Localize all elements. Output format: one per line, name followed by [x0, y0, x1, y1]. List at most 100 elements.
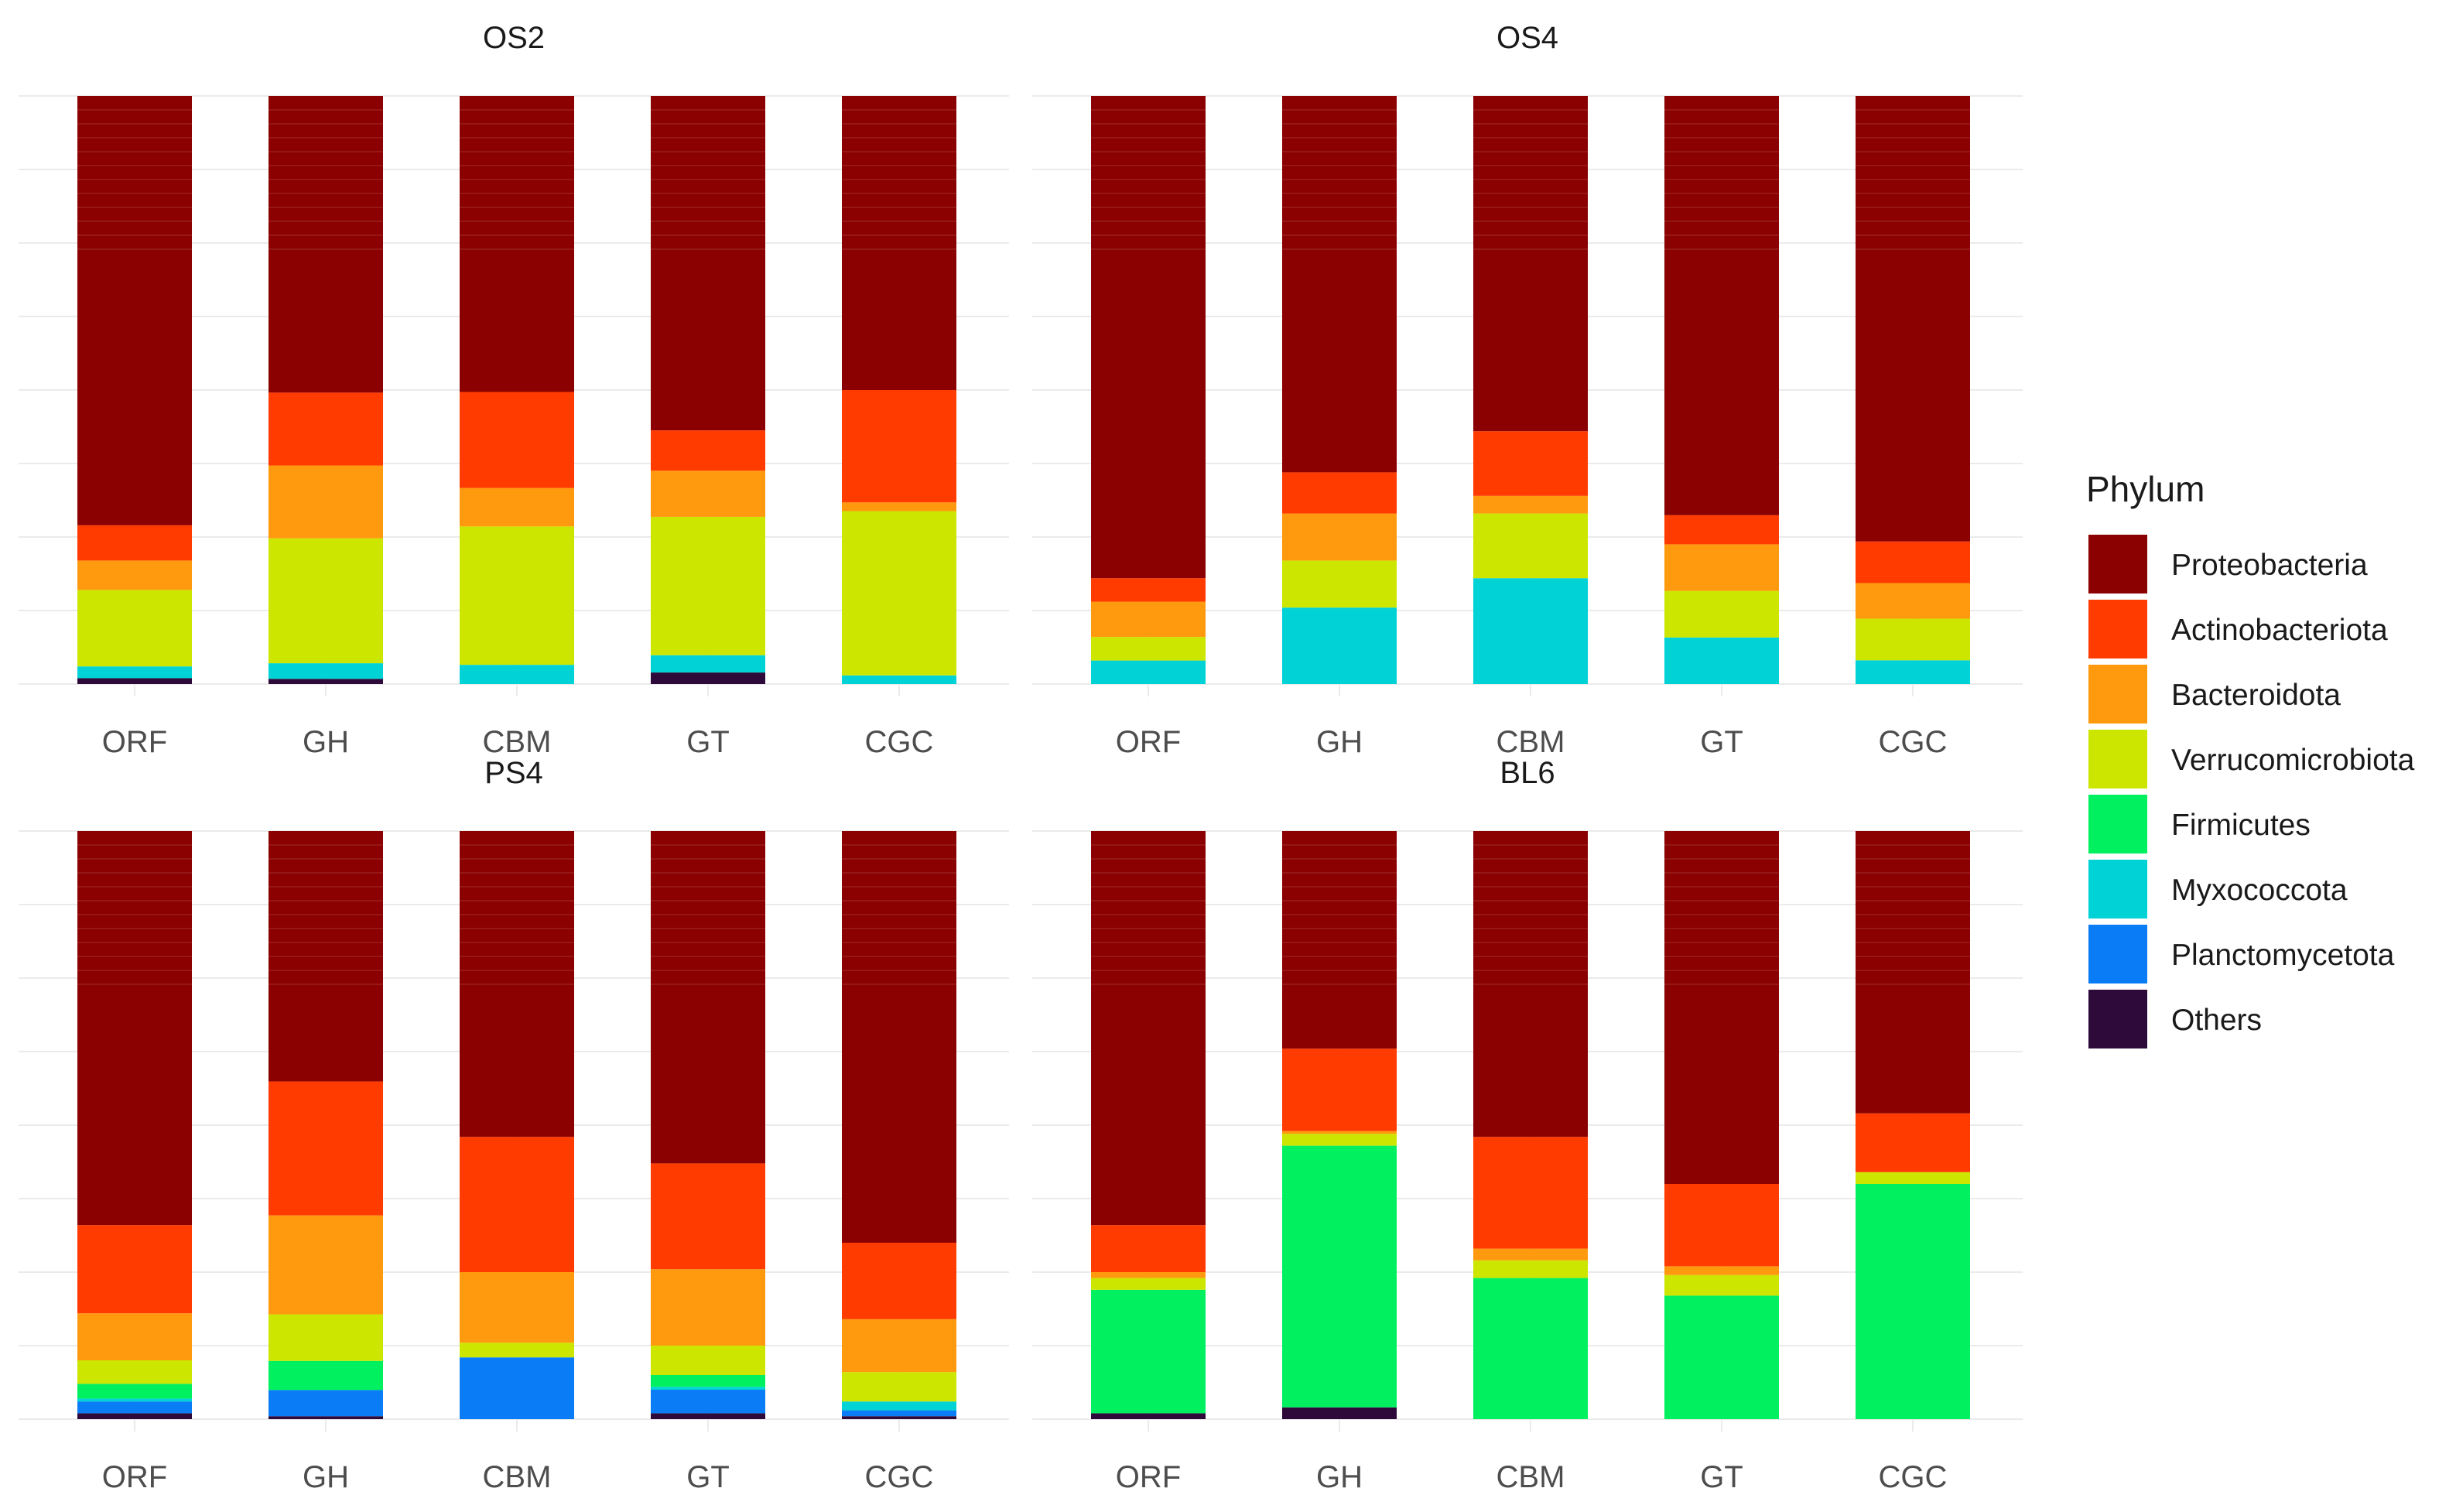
segment-separators [651, 109, 765, 250]
bar-segment-others [1091, 1413, 1206, 1419]
bar-segment-bacteroidota [1091, 601, 1206, 638]
bar-segment-verrucomicrobiota [1473, 1260, 1588, 1278]
bar-ps4-gt [651, 831, 765, 1419]
bar-segment-actinobacteriota [1091, 578, 1206, 602]
panel-ps4: PS4 ORF GH CBM GT CGC [19, 756, 1009, 1494]
legend-label: Actinobacteriota [2171, 614, 2388, 647]
bar-segment-others [1282, 1407, 1397, 1419]
bar-segment-planctomycetota [460, 1357, 574, 1419]
bar-segment-bacteroidota [77, 1313, 192, 1360]
x-tick-label: ORF [102, 725, 167, 759]
bar-ps4-cgc [842, 831, 956, 1419]
bar-segment-actinobacteriota [1664, 515, 1779, 545]
bar-segment-verrucomicrobiota [269, 538, 383, 664]
legend-key [2087, 663, 2149, 725]
bar-segment-bacteroidota [842, 502, 956, 511]
x-tick-label: GT [686, 725, 730, 759]
x-tick-label: CBM [1497, 725, 1565, 759]
bar-segment-others [77, 678, 192, 684]
segment-separators [1664, 844, 1779, 985]
segment-separators [1091, 109, 1206, 250]
bar-segment-proteobacteria [1856, 96, 1970, 542]
bar-segment-bacteroidota [460, 1272, 574, 1343]
bar-segment-bacteroidota [651, 1269, 765, 1346]
bar-segment-verrucomicrobiota [460, 1343, 574, 1358]
bar-segment-bacteroidota [1282, 1131, 1397, 1134]
bar-segment-proteobacteria [460, 831, 574, 1137]
bar-segment-myxococcota [1473, 578, 1588, 684]
x-tick-label: GH [303, 725, 349, 759]
x-tick-label: CGC [865, 725, 934, 759]
bar-segment-proteobacteria [1473, 831, 1588, 1137]
bar-segment-planctomycetota [269, 1390, 383, 1417]
bar-segment-others [651, 1413, 765, 1419]
bar-segment-proteobacteria [269, 831, 383, 1082]
bar-segment-proteobacteria [77, 831, 192, 1226]
bar-segment-bacteroidota [1856, 583, 1970, 619]
panel-title: BL6 [1500, 756, 1555, 790]
bar-segment-myxococcota [651, 1387, 765, 1390]
legend-label: Firmicutes [2171, 809, 2311, 842]
bar-ps4-cbm [460, 831, 574, 1419]
bar-segment-verrucomicrobiota [1664, 590, 1779, 638]
bar-os4-orf [1091, 96, 1206, 684]
legend-key [2087, 728, 2149, 790]
bar-bl6-gh [1282, 831, 1397, 1419]
legend-key [2087, 923, 2149, 985]
segment-separators [1282, 109, 1397, 250]
bar-segment-firmicutes [1282, 1145, 1397, 1408]
segment-separators [1282, 844, 1397, 985]
bar-segment-actinobacteriota [651, 1163, 765, 1270]
bar-segment-verrucomicrobiota [651, 1346, 765, 1375]
bar-segment-actinobacteriota [842, 1243, 956, 1319]
bar-segment-actinobacteriota [1856, 1113, 1970, 1172]
segment-separators [1473, 844, 1588, 985]
bar-segment-proteobacteria [651, 96, 765, 431]
bar-segment-verrucomicrobiota [842, 511, 956, 676]
legend-key [2087, 988, 2149, 1050]
bar-segment-firmicutes [651, 1375, 765, 1387]
bar-segment-myxococcota [269, 663, 383, 679]
bar-segment-proteobacteria [1664, 831, 1779, 1184]
segment-separators [77, 109, 192, 250]
legend-items: Proteobacteria Actinobacteriota Bacteroido… [2087, 533, 2415, 1050]
bar-segment-bacteroidota [1091, 1272, 1206, 1278]
segment-separators [1091, 844, 1206, 985]
legend-item-actinobacteriota: Actinobacteriota [2087, 598, 2388, 660]
bar-segment-actinobacteriota [1473, 431, 1588, 496]
bar-segment-actinobacteriota [1856, 541, 1970, 583]
panel-os4: OS4 ORF GH CBM GT CGC [1032, 21, 2023, 759]
panel-bl6: BL6 ORF GH CBM GT CGC [1032, 756, 2023, 1494]
bar-ps4-orf [77, 831, 192, 1419]
bar-segment-firmicutes [1856, 1184, 1970, 1419]
bar-segment-bacteroidota [1664, 1266, 1779, 1275]
bar-segment-verrucomicrobiota [269, 1314, 383, 1361]
segment-separators [842, 844, 956, 985]
bar-segment-planctomycetota [77, 1401, 192, 1414]
legend-item-myxococcota: Myxococcota [2087, 858, 2348, 920]
x-tick-label: CBM [483, 1460, 552, 1494]
bar-segment-actinobacteriota [1473, 1137, 1588, 1249]
panel-os2: OS2 ORF GH CBM GT CGC [19, 21, 1009, 759]
legend-label: Proteobacteria [2171, 549, 2368, 582]
bar-segment-proteobacteria [1856, 831, 1970, 1113]
bar-segment-firmicutes [1664, 1295, 1779, 1419]
bar-os4-cbm [1473, 96, 1588, 684]
bar-segment-bacteroidota [269, 465, 383, 539]
legend-label: Others [2171, 1004, 2262, 1037]
bar-os2-cbm [460, 96, 574, 684]
bar-segment-actinobacteriota [269, 1081, 383, 1216]
bar-segment-verrucomicrobiota [77, 1360, 192, 1384]
bar-segment-myxococcota [1282, 607, 1397, 684]
segment-separators [842, 109, 956, 250]
bar-segment-myxococcota [1664, 637, 1779, 684]
x-tick-label: CGC [865, 1460, 934, 1494]
x-tick-label: GH [1316, 1460, 1363, 1494]
segment-separators [269, 109, 383, 250]
x-tick-label: CGC [1879, 1460, 1948, 1494]
bar-segment-verrucomicrobiota [460, 526, 574, 665]
bar-segment-others [269, 679, 383, 684]
x-tick-label: ORF [1116, 725, 1181, 759]
legend-label: Verrucomicrobiota [2171, 744, 2415, 777]
bar-segment-actinobacteriota [77, 1225, 192, 1314]
